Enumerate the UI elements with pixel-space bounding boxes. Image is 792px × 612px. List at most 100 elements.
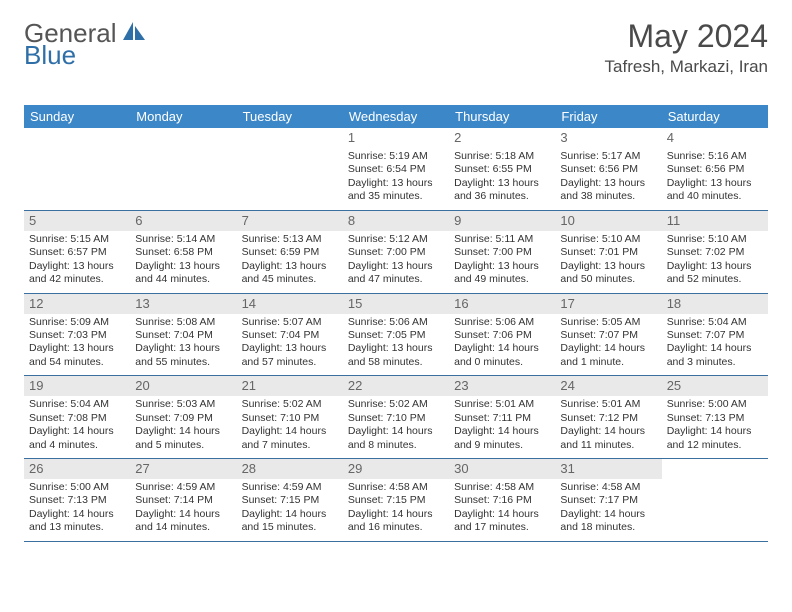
- calendar-day-cell: 18 Sunrise: 5:04 AMSunset: 7:07 PMDayligh…: [662, 293, 768, 376]
- calendar-day-cell: [130, 128, 236, 210]
- calendar-day-cell: 31Sunrise: 4:58 AMSunset: 7:17 PMDayligh…: [555, 459, 661, 542]
- day-number: 12: [29, 296, 125, 311]
- day-number: 10: [560, 213, 656, 228]
- day-header: Saturday: [662, 105, 768, 128]
- day-number: 27: [135, 461, 231, 476]
- day-number: 30: [454, 461, 550, 476]
- day-header: Sunday: [24, 105, 130, 128]
- day-number: 9: [454, 213, 550, 228]
- calendar-day-cell: [237, 128, 343, 210]
- title-block: May 2024 Tafresh, Markazi, Iran: [605, 18, 768, 77]
- day-number: 7: [242, 213, 338, 228]
- day-details: Sunrise: 5:14 AMSunset: 6:58 PMDaylight:…: [135, 233, 231, 287]
- calendar-day-cell: 9 Sunrise: 5:11 AMSunset: 7:00 PMDaylight…: [449, 210, 555, 293]
- calendar-day-cell: 12 Sunrise: 5:09 AMSunset: 7:03 PMDayligh…: [24, 293, 130, 376]
- day-details: Sunrise: 5:16 AMSunset: 6:56 PMDaylight:…: [667, 150, 763, 204]
- page-header: General May 2024 Tafresh, Markazi, Iran: [24, 18, 768, 77]
- day-details: Sunrise: 5:02 AMSunset: 7:10 PMDaylight:…: [348, 398, 444, 452]
- day-details: Sunrise: 5:17 AMSunset: 6:56 PMDaylight:…: [560, 150, 656, 204]
- calendar-day-cell: 27 Sunrise: 4:59 AMSunset: 7:14 PMDayligh…: [130, 459, 236, 542]
- calendar-day-cell: 17 Sunrise: 5:05 AMSunset: 7:07 PMDayligh…: [555, 293, 661, 376]
- location-subtitle: Tafresh, Markazi, Iran: [605, 57, 768, 77]
- day-number: 14: [242, 296, 338, 311]
- calendar-day-cell: 3 Sunrise: 5:17 AMSunset: 6:56 PMDaylight…: [555, 128, 661, 210]
- calendar-day-cell: 21 Sunrise: 5:02 AMSunset: 7:10 PMDayligh…: [237, 376, 343, 459]
- day-details: Sunrise: 5:09 AMSunset: 7:03 PMDaylight:…: [29, 316, 125, 370]
- day-number: 21: [242, 378, 338, 393]
- calendar-day-cell: 25 Sunrise: 5:00 AMSunset: 7:13 PMDayligh…: [662, 376, 768, 459]
- day-details: Sunrise: 5:18 AMSunset: 6:55 PMDaylight:…: [454, 150, 550, 204]
- calendar-day-cell: 6 Sunrise: 5:14 AMSunset: 6:58 PMDaylight…: [130, 210, 236, 293]
- day-details: Sunrise: 5:02 AMSunset: 7:10 PMDaylight:…: [242, 398, 338, 452]
- day-details: Sunrise: 5:12 AMSunset: 7:00 PMDaylight:…: [348, 233, 444, 287]
- day-details: Sunrise: 5:06 AMSunset: 7:05 PMDaylight:…: [348, 316, 444, 370]
- day-details: Sunrise: 5:10 AMSunset: 7:02 PMDaylight:…: [667, 233, 763, 287]
- day-number: 18: [667, 296, 763, 311]
- day-details: Sunrise: 5:13 AMSunset: 6:59 PMDaylight:…: [242, 233, 338, 287]
- calendar-day-cell: 4 Sunrise: 5:16 AMSunset: 6:56 PMDaylight…: [662, 128, 768, 210]
- day-number: 23: [454, 378, 550, 393]
- day-details: Sunrise: 5:06 AMSunset: 7:06 PMDaylight:…: [454, 316, 550, 370]
- calendar-day-cell: [662, 459, 768, 542]
- day-details: Sunrise: 4:58 AMSunset: 7:16 PMDaylight:…: [454, 481, 550, 535]
- calendar-day-cell: 2 Sunrise: 5:18 AMSunset: 6:55 PMDaylight…: [449, 128, 555, 210]
- day-number: 11: [667, 213, 763, 228]
- day-details: Sunrise: 5:04 AMSunset: 7:08 PMDaylight:…: [29, 398, 125, 452]
- calendar-day-cell: 19Sunrise: 5:04 AMSunset: 7:08 PMDayligh…: [24, 376, 130, 459]
- calendar-day-cell: 29 Sunrise: 4:58 AMSunset: 7:15 PMDayligh…: [343, 459, 449, 542]
- calendar-day-cell: [24, 128, 130, 210]
- day-header: Friday: [555, 105, 661, 128]
- calendar-week-row: 1Sunrise: 5:19 AMSunset: 6:54 PMDaylight…: [24, 128, 768, 210]
- calendar-day-cell: 10 Sunrise: 5:10 AMSunset: 7:01 PMDayligh…: [555, 210, 661, 293]
- day-details: Sunrise: 5:01 AMSunset: 7:12 PMDaylight:…: [560, 398, 656, 452]
- day-details: Sunrise: 4:58 AMSunset: 7:15 PMDaylight:…: [348, 481, 444, 535]
- day-details: Sunrise: 5:05 AMSunset: 7:07 PMDaylight:…: [560, 316, 656, 370]
- calendar-day-cell: 22 Sunrise: 5:02 AMSunset: 7:10 PMDayligh…: [343, 376, 449, 459]
- day-details: Sunrise: 5:19 AMSunset: 6:54 PMDaylight:…: [348, 150, 444, 204]
- month-title: May 2024: [605, 18, 768, 55]
- day-number: 25: [667, 378, 763, 393]
- day-details: Sunrise: 4:59 AMSunset: 7:14 PMDaylight:…: [135, 481, 231, 535]
- calendar-week-row: 12 Sunrise: 5:09 AMSunset: 7:03 PMDayligh…: [24, 293, 768, 376]
- day-number: 22: [348, 378, 444, 393]
- day-number: 24: [560, 378, 656, 393]
- calendar-week-row: 5Sunrise: 5:15 AMSunset: 6:57 PMDaylight…: [24, 210, 768, 293]
- day-details: Sunrise: 4:59 AMSunset: 7:15 PMDaylight:…: [242, 481, 338, 535]
- calendar-day-cell: 11 Sunrise: 5:10 AMSunset: 7:02 PMDayligh…: [662, 210, 768, 293]
- day-number: 2: [454, 130, 550, 145]
- day-details: Sunrise: 5:08 AMSunset: 7:04 PMDaylight:…: [135, 316, 231, 370]
- day-number: 28: [242, 461, 338, 476]
- day-details: Sunrise: 5:11 AMSunset: 7:00 PMDaylight:…: [454, 233, 550, 287]
- calendar-day-cell: 8Sunrise: 5:12 AMSunset: 7:00 PMDaylight…: [343, 210, 449, 293]
- day-details: Sunrise: 5:00 AMSunset: 7:13 PMDaylight:…: [667, 398, 763, 452]
- day-number: 3: [560, 130, 656, 145]
- day-header: Thursday: [449, 105, 555, 128]
- day-header: Tuesday: [237, 105, 343, 128]
- day-number: 6: [135, 213, 231, 228]
- day-number: 4: [667, 130, 763, 145]
- day-details: Sunrise: 5:10 AMSunset: 7:01 PMDaylight:…: [560, 233, 656, 287]
- day-details: Sunrise: 5:04 AMSunset: 7:07 PMDaylight:…: [667, 316, 763, 370]
- day-details: Sunrise: 5:07 AMSunset: 7:04 PMDaylight:…: [242, 316, 338, 370]
- day-number: 26: [29, 461, 125, 476]
- calendar-week-row: 19Sunrise: 5:04 AMSunset: 7:08 PMDayligh…: [24, 376, 768, 459]
- day-details: Sunrise: 4:58 AMSunset: 7:17 PMDaylight:…: [560, 481, 656, 535]
- day-details: Sunrise: 5:00 AMSunset: 7:13 PMDaylight:…: [29, 481, 125, 535]
- calendar-week-row: 26 Sunrise: 5:00 AMSunset: 7:13 PMDayligh…: [24, 459, 768, 542]
- calendar-day-cell: 26 Sunrise: 5:00 AMSunset: 7:13 PMDayligh…: [24, 459, 130, 542]
- logo-sail-icon: [121, 20, 147, 47]
- day-details: Sunrise: 5:01 AMSunset: 7:11 PMDaylight:…: [454, 398, 550, 452]
- day-number: 17: [560, 296, 656, 311]
- day-number: 29: [348, 461, 444, 476]
- calendar-day-cell: 13 Sunrise: 5:08 AMSunset: 7:04 PMDayligh…: [130, 293, 236, 376]
- calendar-day-cell: 28 Sunrise: 4:59 AMSunset: 7:15 PMDayligh…: [237, 459, 343, 542]
- day-header: Wednesday: [343, 105, 449, 128]
- calendar-day-cell: 16 Sunrise: 5:06 AMSunset: 7:06 PMDayligh…: [449, 293, 555, 376]
- day-number: 13: [135, 296, 231, 311]
- calendar-day-cell: 7 Sunrise: 5:13 AMSunset: 6:59 PMDaylight…: [237, 210, 343, 293]
- logo-text-blue: Blue: [24, 40, 76, 71]
- calendar-day-cell: 15 Sunrise: 5:06 AMSunset: 7:05 PMDayligh…: [343, 293, 449, 376]
- day-number: 15: [348, 296, 444, 311]
- day-number: 16: [454, 296, 550, 311]
- calendar-day-cell: 23 Sunrise: 5:01 AMSunset: 7:11 PMDayligh…: [449, 376, 555, 459]
